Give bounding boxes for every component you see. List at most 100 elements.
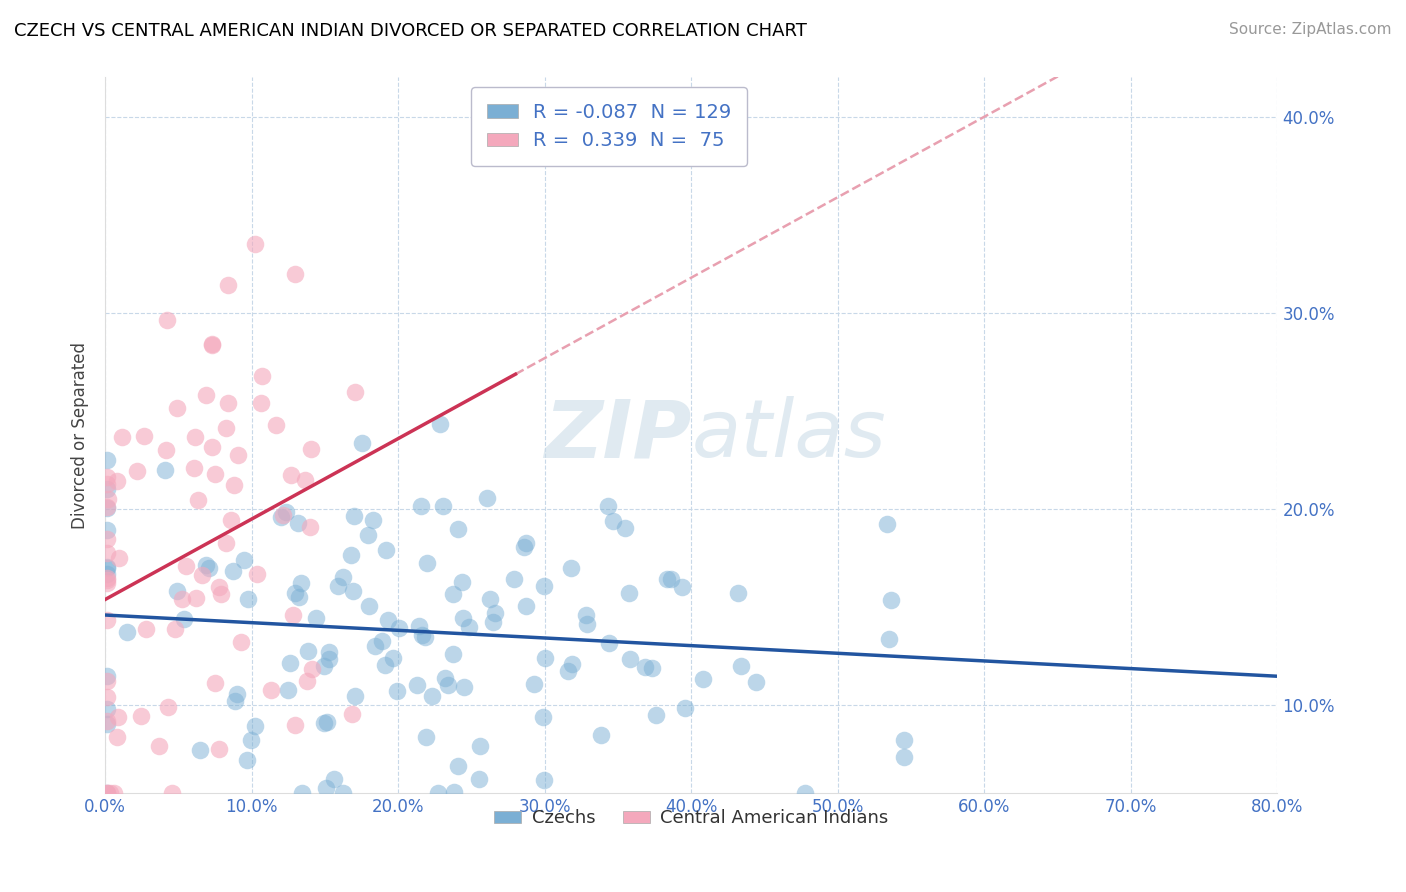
Point [591,728,613,742]
Point [96,483,118,497]
Point [271,508,294,522]
Point [194,558,217,573]
Point [299,442,322,456]
Point [641,661,664,675]
Point [441,587,464,601]
Point [96,576,118,591]
Point [224,694,246,708]
Point [343,385,366,400]
Point [617,586,640,600]
Point [301,662,323,676]
Point [405,678,427,692]
Point [204,676,226,690]
Point [284,586,307,600]
Point [692,672,714,686]
Point [222,478,245,492]
Point [194,388,217,402]
Point [96,716,118,731]
Point [278,656,301,670]
Point [531,710,554,724]
Point [374,657,396,672]
Point [96,561,118,575]
Point [190,567,212,582]
Point [184,430,207,444]
Point [357,599,380,613]
Point [173,612,195,626]
Point [596,500,619,514]
Point [209,586,232,600]
Point [318,652,340,666]
Point [575,608,598,623]
Point [276,682,298,697]
Point [374,542,396,557]
Point [153,463,176,477]
Point [343,508,366,523]
Point [297,644,319,658]
Point [533,579,555,593]
Point [315,715,337,730]
Point [232,553,254,567]
Point [451,611,474,625]
Point [274,505,297,519]
Point [250,368,273,383]
Point [96,470,118,484]
Point [127,463,149,477]
Point [409,499,432,513]
Point [236,591,259,606]
Point [96,566,118,581]
Point [117,625,139,640]
Point [156,313,179,327]
Point [96,702,118,716]
Point [446,759,468,773]
Point [879,632,901,647]
Point [340,707,363,722]
Point [219,513,242,527]
Point [96,786,118,800]
Point [361,513,384,527]
Point [619,652,641,666]
Point [103,786,125,800]
Point [557,664,579,678]
Y-axis label: Divorced or Separated: Divorced or Separated [72,342,89,529]
Point [96,500,118,514]
Point [108,551,131,566]
Point [299,519,322,533]
Point [315,781,337,796]
Point [148,739,170,753]
Text: Source: ZipAtlas.com: Source: ZipAtlas.com [1229,22,1392,37]
Point [876,516,898,531]
Point [214,536,236,550]
Point [427,786,450,800]
Point [434,671,457,685]
Point [291,786,314,800]
Point [96,786,118,800]
Point [246,566,269,581]
Point [160,786,183,800]
Point [443,785,465,799]
Point [96,573,118,587]
Point [342,584,364,599]
Point [533,773,555,788]
Point [96,477,118,491]
Point [96,613,118,627]
Point [339,549,361,563]
Point [201,337,224,351]
Text: CZECH VS CENTRAL AMERICAN INDIAN DIVORCED OR SEPARATED CORRELATION CHART: CZECH VS CENTRAL AMERICAN INDIAN DIVORCE… [14,22,807,40]
Point [575,617,598,632]
Point [893,749,915,764]
Point [186,591,208,606]
Point [323,772,346,786]
Point [614,520,637,534]
Point [283,607,305,622]
Point [523,677,546,691]
Point [96,523,118,537]
Point [478,591,501,606]
Point [294,473,316,487]
Point [515,536,537,550]
Point [166,401,188,415]
Point [280,468,302,483]
Point [243,719,266,733]
Point [377,613,399,627]
Point [134,429,156,443]
Point [598,636,620,650]
